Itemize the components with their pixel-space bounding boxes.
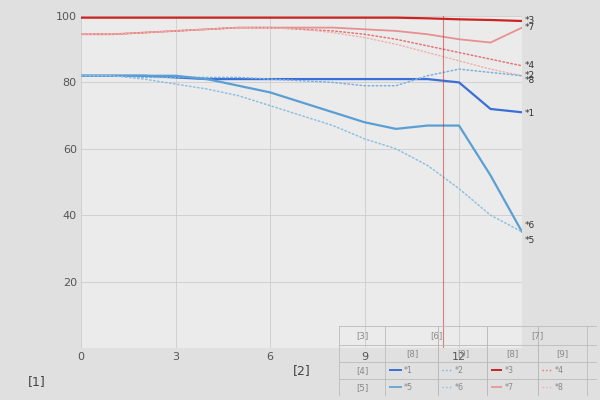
Text: [9]: [9] xyxy=(556,349,568,358)
Text: *1: *1 xyxy=(525,110,535,118)
Text: [5]: [5] xyxy=(356,383,368,392)
Text: *1: *1 xyxy=(404,366,413,375)
Text: *2: *2 xyxy=(455,366,464,375)
Text: [3]: [3] xyxy=(356,331,368,340)
Text: *4: *4 xyxy=(554,366,563,375)
Text: [1]: [1] xyxy=(28,374,46,388)
Text: [4]: [4] xyxy=(356,366,368,375)
Text: [8]: [8] xyxy=(406,349,418,358)
Text: *5: *5 xyxy=(525,236,535,244)
Text: *3: *3 xyxy=(505,366,514,375)
Text: [7]: [7] xyxy=(531,331,543,340)
Text: *8: *8 xyxy=(525,76,535,85)
Text: *2: *2 xyxy=(525,71,535,80)
Text: *5: *5 xyxy=(404,383,413,392)
Text: *8: *8 xyxy=(554,383,563,392)
Text: [9]: [9] xyxy=(457,349,469,358)
Text: *7: *7 xyxy=(505,383,514,392)
Text: *7: *7 xyxy=(525,23,535,32)
Text: *6: *6 xyxy=(455,383,464,392)
Text: *3: *3 xyxy=(525,16,535,26)
Text: *4: *4 xyxy=(525,61,535,70)
Text: [6]: [6] xyxy=(430,331,443,340)
Text: [8]: [8] xyxy=(506,349,518,358)
X-axis label: [2]: [2] xyxy=(293,364,310,376)
Text: *6: *6 xyxy=(525,221,535,230)
